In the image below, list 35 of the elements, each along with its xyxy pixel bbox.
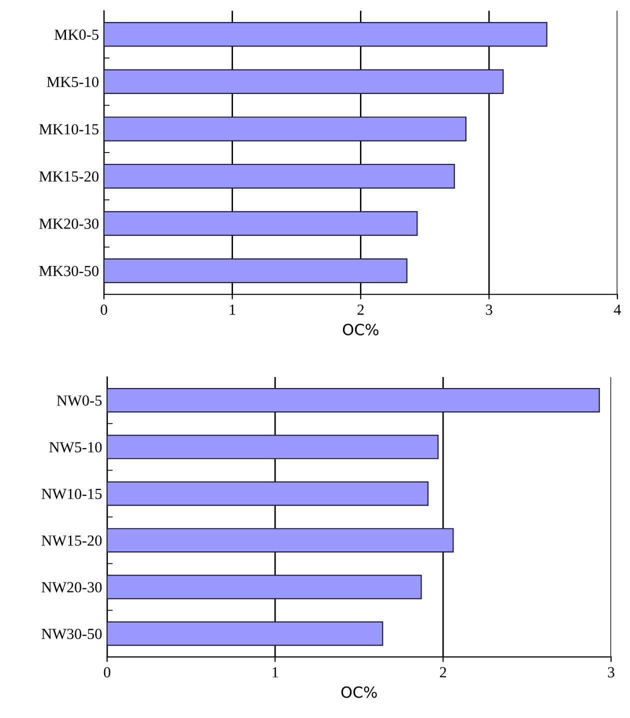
y-tick-label: MK5-10 [46,76,99,88]
y-tick-label: NW0-5 [56,395,102,406]
x-axis-title: OC% [342,324,378,336]
y-tick-label: MK0-5 [54,30,98,40]
x-tick-label: 2 [440,667,446,678]
bar [104,211,418,236]
bar [104,164,455,189]
bar [107,481,429,506]
x-tick-label: 1 [230,304,236,315]
x-tick-label: 2 [358,304,364,315]
y-tick-label: MK15-20 [39,171,99,182]
y-tick-label: MK10-15 [39,124,98,134]
x-tick-label: 3 [608,667,614,678]
y-tick-label: NW15-20 [42,535,102,546]
y-tick-label: NW5-10 [49,442,102,452]
bar [107,528,454,553]
bar [107,434,439,460]
y-tick-label: NW30-50 [42,628,102,640]
bar [104,258,408,284]
y-tick-label: NW20-30 [42,582,102,592]
x-tick-label: 4 [614,304,621,315]
x-axis-title: OC% [341,686,377,698]
bar [104,22,548,47]
bar [104,69,504,94]
y-tick-label: MK30-50 [39,266,99,276]
x-tick-label: 3 [486,304,492,315]
bar [107,621,384,646]
y-tick-label: MK20-30 [39,218,99,229]
x-tick-label: 1 [272,667,278,678]
bar [107,388,600,413]
bar [107,574,422,600]
y-tick-label: NW10-15 [42,488,102,500]
x-tick-label: 0 [104,667,110,678]
x-tick-label: 0 [100,304,108,315]
bar [104,116,466,142]
